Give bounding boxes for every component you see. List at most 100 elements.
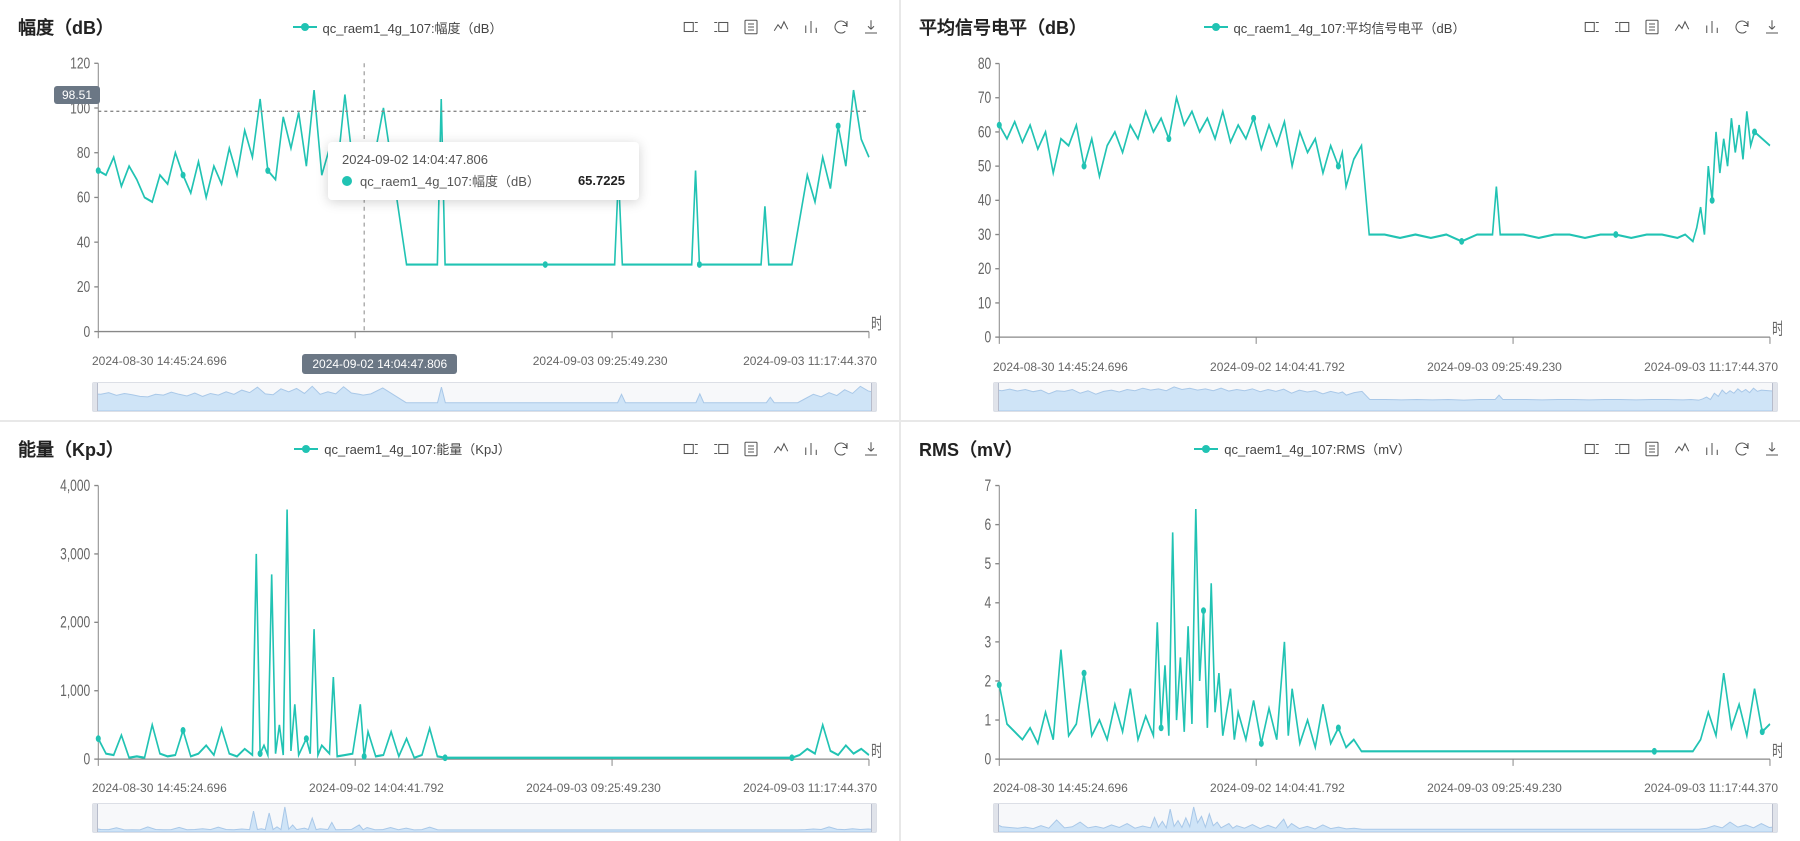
data-view-icon[interactable] xyxy=(741,439,761,459)
bar-type-icon[interactable] xyxy=(801,17,821,37)
x-tick-label: 2024-09-02 14:04:41.792 xyxy=(309,781,444,795)
chart-panel-rms: RMS（mV）qc_raem1_4g_107:RMS（mV）01234567时间… xyxy=(901,422,1800,841)
data-view-icon[interactable] xyxy=(741,17,761,37)
zoom-handle-left[interactable] xyxy=(993,803,999,833)
zoom-out-icon[interactable] xyxy=(711,439,731,459)
svg-text:3: 3 xyxy=(985,633,992,651)
zoom-handle-right[interactable] xyxy=(871,803,877,833)
panel-title: RMS（mV） xyxy=(919,436,1023,462)
svg-text:0: 0 xyxy=(84,322,91,340)
chart-plot[interactable]: 01,0002,0003,0004,000时间 xyxy=(18,472,881,784)
refresh-icon[interactable] xyxy=(1732,439,1752,459)
download-icon[interactable] xyxy=(1762,17,1782,37)
legend[interactable]: qc_raem1_4g_107:能量（KpJ） xyxy=(124,439,681,458)
chart-plot[interactable]: 01020304050607080时间 xyxy=(919,50,1782,362)
svg-text:70: 70 xyxy=(978,90,991,108)
line-type-icon[interactable] xyxy=(771,439,791,459)
chart-toolbar xyxy=(681,439,881,459)
zoom-handle-left[interactable] xyxy=(993,382,999,412)
zoom-in-icon[interactable] xyxy=(1582,17,1602,37)
data-zoom-slider[interactable] xyxy=(92,382,877,412)
zoom-handle-right[interactable] xyxy=(871,382,877,412)
zoom-out-icon[interactable] xyxy=(1612,17,1632,37)
download-icon[interactable] xyxy=(861,17,881,37)
line-type-icon[interactable] xyxy=(1672,439,1692,459)
bar-type-icon[interactable] xyxy=(801,439,821,459)
zoom-handle-right[interactable] xyxy=(1772,382,1778,412)
svg-text:1: 1 xyxy=(985,711,992,729)
svg-text:60: 60 xyxy=(77,188,91,206)
svg-text:7: 7 xyxy=(985,477,992,495)
svg-text:10: 10 xyxy=(978,295,991,313)
data-zoom-slider[interactable] xyxy=(92,803,877,833)
x-tick-label: 2024-08-30 14:45:24.696 xyxy=(993,360,1128,374)
zoom-in-icon[interactable] xyxy=(681,17,701,37)
x-tick-label: 2024-09-03 09:25:49.230 xyxy=(1427,360,1562,374)
x-tick-label: 2024-09-02 14:04:41.792 xyxy=(1210,360,1345,374)
x-tick-label: 2024-09-03 09:25:49.230 xyxy=(526,781,661,795)
svg-text:4,000: 4,000 xyxy=(60,477,90,495)
line-type-icon[interactable] xyxy=(771,17,791,37)
download-icon[interactable] xyxy=(861,439,881,459)
svg-text:时间: 时间 xyxy=(1772,320,1782,339)
svg-text:40: 40 xyxy=(77,233,91,251)
refresh-icon[interactable] xyxy=(831,439,851,459)
svg-text:时间: 时间 xyxy=(871,314,881,332)
svg-text:5: 5 xyxy=(985,555,992,573)
svg-text:20: 20 xyxy=(77,278,91,296)
svg-text:20: 20 xyxy=(978,261,991,279)
chart-panel-asl: 平均信号电平（dB）qc_raem1_4g_107:平均信号电平（dB）0102… xyxy=(901,0,1800,420)
chart-toolbar xyxy=(1582,17,1782,37)
legend[interactable]: qc_raem1_4g_107:幅度（dB） xyxy=(114,18,681,37)
legend-label: qc_raem1_4g_107:能量（KpJ） xyxy=(324,439,510,458)
chart-plot[interactable]: 020406080100120时间98.512024-09-02 14:04:4… xyxy=(18,50,881,356)
data-zoom-slider[interactable] xyxy=(993,803,1778,833)
x-tick-label: 2024-09-03 09:25:49.230 xyxy=(1427,781,1562,795)
tooltip-value: 65.7225 xyxy=(578,173,625,188)
svg-text:0: 0 xyxy=(985,329,992,347)
zoom-handle-left[interactable] xyxy=(92,803,98,833)
bar-type-icon[interactable] xyxy=(1702,439,1722,459)
chart-panel-energy: 能量（KpJ） qc_raem1_4g_107:能量（KpJ） 0 1,000 2,00… xyxy=(0,422,899,841)
svg-text:时间: 时间 xyxy=(871,741,881,760)
y-marker-badge: 98.51 xyxy=(54,86,100,104)
svg-text:0: 0 xyxy=(985,750,992,768)
svg-text:1,000: 1,000 xyxy=(60,682,90,700)
panel-title: 能量（KpJ） xyxy=(18,436,124,462)
x-tick-label: 2024-08-30 14:45:24.696 xyxy=(993,781,1128,795)
svg-text:80: 80 xyxy=(77,143,91,161)
zoom-in-icon[interactable] xyxy=(1582,439,1602,459)
legend-marker-icon xyxy=(1204,26,1228,28)
bar-type-icon[interactable] xyxy=(1702,17,1722,37)
refresh-icon[interactable] xyxy=(1732,17,1752,37)
zoom-out-icon[interactable] xyxy=(1612,439,1632,459)
chart-toolbar xyxy=(681,17,881,37)
chart-toolbar xyxy=(1582,439,1782,459)
x-tick-label: 2024-09-02 14:04:41.792 xyxy=(1210,781,1345,795)
line-type-icon[interactable] xyxy=(1672,17,1692,37)
zoom-handle-right[interactable] xyxy=(1772,803,1778,833)
x-tick-label: 2024-08-30 14:45:24.696 xyxy=(92,781,227,795)
svg-text:2,000: 2,000 xyxy=(60,614,90,632)
legend-label: qc_raem1_4g_107:幅度（dB） xyxy=(323,18,503,37)
legend-marker-icon xyxy=(293,26,317,28)
svg-text:60: 60 xyxy=(978,124,991,142)
download-icon[interactable] xyxy=(1762,439,1782,459)
data-view-icon[interactable] xyxy=(1642,439,1662,459)
refresh-icon[interactable] xyxy=(831,17,851,37)
x-axis-labels: 2024-08-30 14:45:24.696 2024-09-02 14:04:… xyxy=(919,781,1782,795)
zoom-handle-left[interactable] xyxy=(92,382,98,412)
x-axis-labels: 2024-08-30 14:45:24.696 2024-09-02 14:04:… xyxy=(919,360,1782,374)
x-tick-label: 2024-09-03 11:17:44.370 xyxy=(743,781,877,795)
x-axis-labels: 2024-08-30 14:45:24.6962024-09-02 14:04:… xyxy=(18,354,881,374)
svg-text:0: 0 xyxy=(84,750,91,768)
chart-plot[interactable]: 01234567时间 xyxy=(919,472,1782,784)
legend[interactable]: qc_raem1_4g_107:平均信号电平（dB） xyxy=(1087,18,1582,37)
legend[interactable]: qc_raem1_4g_107:RMS（mV） xyxy=(1023,439,1582,458)
zoom-out-icon[interactable] xyxy=(711,17,731,37)
zoom-in-icon[interactable] xyxy=(681,439,701,459)
chart-tooltip: 2024-09-02 14:04:47.806qc_raem1_4g_107:幅… xyxy=(328,142,639,200)
data-view-icon[interactable] xyxy=(1642,17,1662,37)
data-zoom-slider[interactable] xyxy=(993,382,1778,412)
svg-text:30: 30 xyxy=(978,226,991,244)
